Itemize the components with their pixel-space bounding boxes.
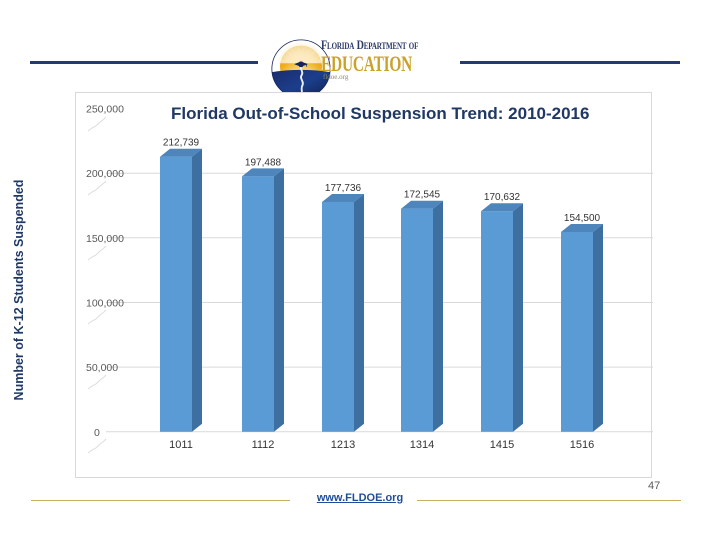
svg-text:154,500: 154,500 xyxy=(564,213,601,224)
svg-text:1415: 1415 xyxy=(490,439,514,451)
svg-text:212,739: 212,739 xyxy=(163,138,200,149)
svg-text:50,000: 50,000 xyxy=(86,362,118,374)
svg-text:1314: 1314 xyxy=(410,439,434,451)
svg-text:0: 0 xyxy=(94,427,100,439)
svg-text:197,488: 197,488 xyxy=(245,157,282,168)
svg-text:1112: 1112 xyxy=(252,439,275,451)
svg-text:250,000: 250,000 xyxy=(86,104,124,116)
svg-text:150,000: 150,000 xyxy=(86,233,124,245)
svg-text:170,632: 170,632 xyxy=(484,192,521,203)
svg-text:1011: 1011 xyxy=(169,439,193,451)
svg-text:1213: 1213 xyxy=(331,439,355,451)
svg-text:177,736: 177,736 xyxy=(325,183,362,194)
svg-text:172,545: 172,545 xyxy=(404,190,441,201)
svg-text:1516: 1516 xyxy=(570,439,594,451)
svg-text:100,000: 100,000 xyxy=(86,298,124,310)
svg-text:200,000: 200,000 xyxy=(86,168,124,180)
